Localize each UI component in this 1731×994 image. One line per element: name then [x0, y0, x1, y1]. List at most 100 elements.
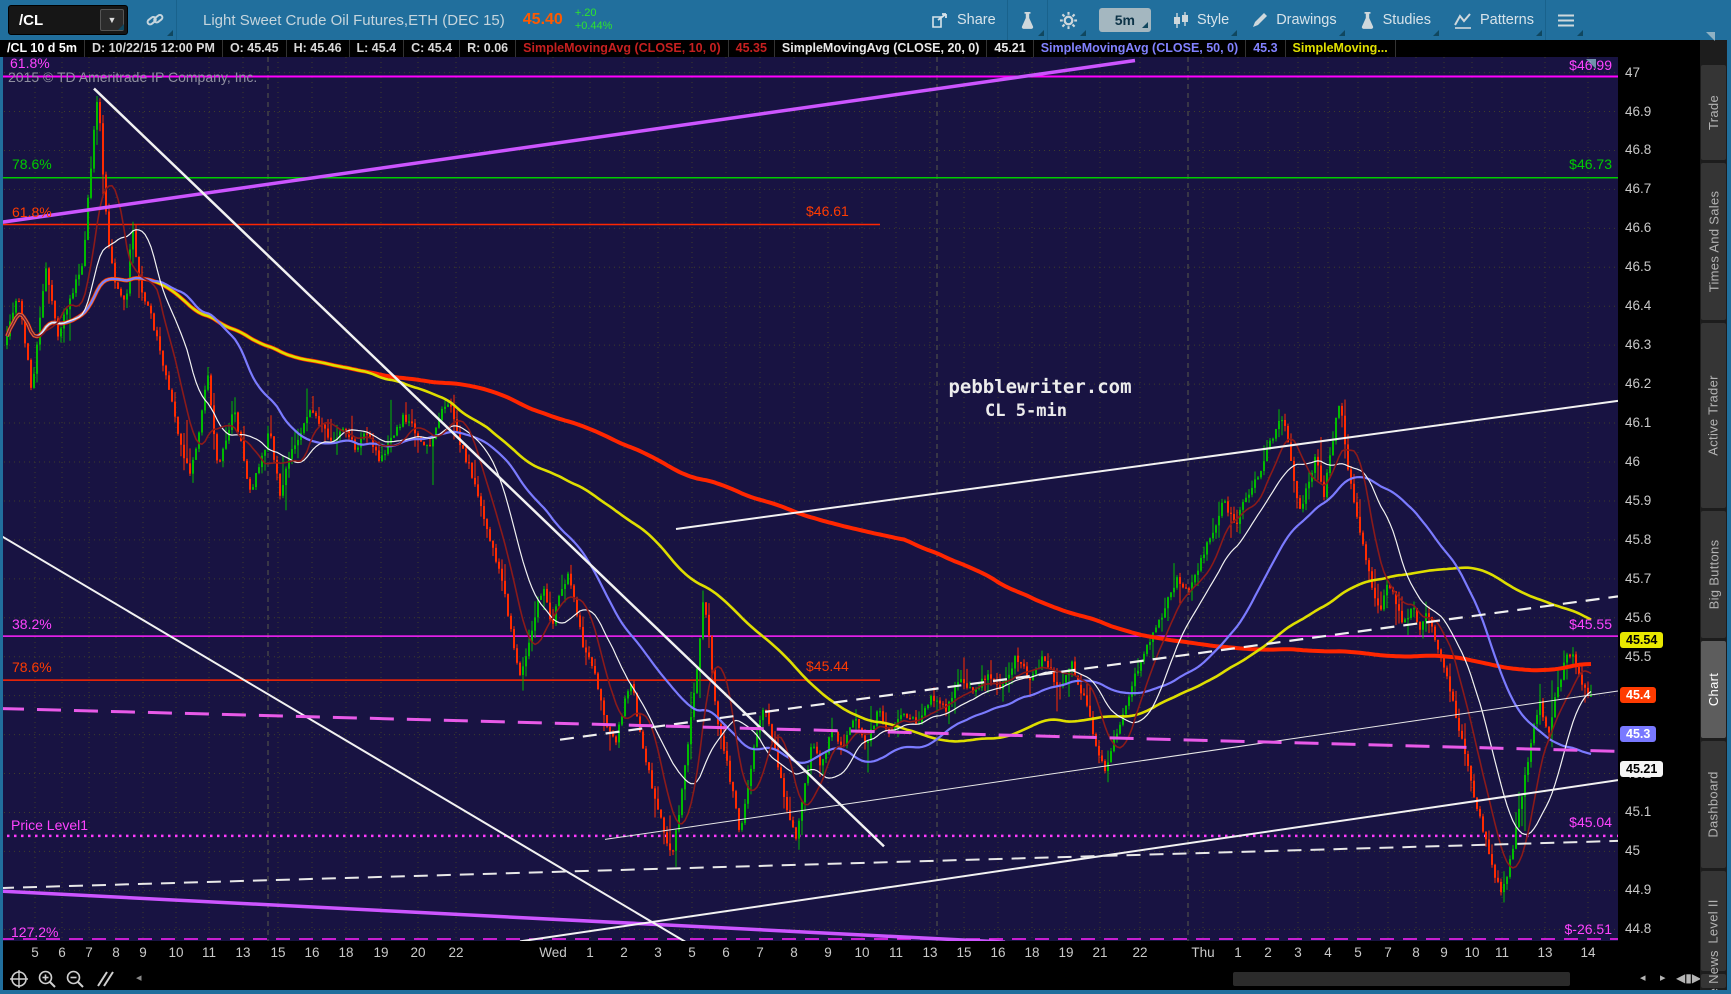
- time-tick-label: 13: [922, 945, 938, 960]
- pencil-icon: [1251, 11, 1269, 29]
- expand-sidebar-icon[interactable]: [1706, 32, 1715, 41]
- sidebar-tab-live-news[interactable]: Live News: [1701, 950, 1726, 994]
- studies-label: Studies: [1382, 12, 1431, 28]
- sidebar-tab-chart[interactable]: Chart: [1701, 641, 1726, 738]
- time-tick-label: 8: [112, 945, 120, 960]
- collapse-chart-icon[interactable]: [1586, 59, 1596, 69]
- status-segment: SimpleMovingAvg (CLOSE, 10, 0): [516, 40, 729, 57]
- time-tick-label: 8: [790, 945, 798, 960]
- time-tick-label: 15: [270, 945, 286, 960]
- zoom-out-icon: [66, 970, 84, 988]
- sidebar-tab-times-and-sales[interactable]: Times And Sales: [1701, 163, 1726, 320]
- price-axis[interactable]: 47 46.9 46.8 46.7 46.6 46.5 46.4 46.3 46.2 46.1 46…: [1618, 57, 1700, 968]
- analyze-button[interactable]: [1008, 0, 1047, 40]
- chart-area[interactable]: 61.8% 78.6% 61.8% 38.2% 78.6% Price Level1 127…: [0, 55, 1618, 941]
- time-tick-label: 14: [1580, 945, 1596, 960]
- menu-button[interactable]: [1546, 0, 1586, 40]
- price-bubble: 45.3: [1620, 725, 1657, 742]
- zoom-out-button[interactable]: [62, 968, 88, 990]
- time-tick-label: Thu: [1191, 945, 1215, 960]
- time-tick-label: 1: [1234, 945, 1242, 960]
- price-tick-label: 46.9: [1625, 103, 1652, 119]
- time-axis[interactable]: 5 6 7 8 9 10 11 13 15 16 18 19 20 22 Wed 1 2 3 5 6 7 8 9 10 11 13…: [0, 941, 1618, 968]
- time-tick-label: 10: [854, 945, 870, 960]
- price-tick-label: 46.1: [1625, 415, 1652, 431]
- drawings-label: Drawings: [1276, 12, 1337, 28]
- time-tick-label: 1: [586, 945, 594, 960]
- price-tick-label: 45.7: [1625, 570, 1652, 586]
- price-chart[interactable]: [0, 57, 1618, 941]
- zoom-in-button[interactable]: [34, 968, 60, 990]
- time-tick-label: 4: [1324, 945, 1332, 960]
- top-toolbar: /CL ▼ Light Sweet Crude Oil Futures,ETH …: [0, 0, 1731, 40]
- sidebar-tab-active-trader[interactable]: Active Trader: [1701, 323, 1726, 508]
- time-tick-label: 7: [1384, 945, 1392, 960]
- share-icon: [931, 12, 950, 29]
- toolbar-separator: [176, 0, 177, 40]
- status-segment: 45.35: [729, 40, 775, 57]
- parallel-lines-icon: [97, 971, 114, 987]
- status-segment: C: 45.4: [404, 40, 461, 57]
- drawing-tool-button[interactable]: [92, 968, 118, 990]
- sidebar-tab-label: Chart: [1706, 672, 1722, 707]
- patterns-label: Patterns: [1480, 12, 1534, 28]
- status-segment: SimpleMovingAvg (CLOSE, 50, 0): [1034, 40, 1247, 57]
- chain-link-icon: [145, 10, 165, 30]
- studies-button[interactable]: Studies: [1348, 0, 1442, 40]
- sidebar-tab-label: Level II: [1706, 898, 1722, 944]
- toolbar-separator: [1006, 0, 1008, 40]
- time-tick-label: 19: [1058, 945, 1074, 960]
- interval-button[interactable]: 5m: [1098, 8, 1151, 32]
- fib-levels-layer[interactable]: [0, 75, 1618, 940]
- link-button[interactable]: [134, 0, 176, 40]
- trendlines-layer[interactable]: [0, 58, 1618, 941]
- sidebar-tab-label: Live News: [1706, 949, 1722, 994]
- status-segment: R: 0.06: [460, 40, 517, 57]
- last-price: 45.40: [522, 11, 563, 28]
- settings-button[interactable]: [1048, 0, 1089, 40]
- style-button[interactable]: Style: [1161, 0, 1240, 40]
- status-segment: D: 10/22/15 12:00 PM: [85, 40, 223, 57]
- autoscroll-button[interactable]: ◀▮▶: [1676, 971, 1702, 985]
- status-segment: 45.21: [987, 40, 1034, 57]
- interval-label: 5m: [1114, 12, 1135, 28]
- scroll-left-button[interactable]: ◂: [1640, 972, 1646, 984]
- sidebar-tab-dashboard[interactable]: Dashboard: [1701, 741, 1726, 868]
- window-border-bottom: [0, 990, 1731, 994]
- symbol-combo[interactable]: /CL ▼: [8, 5, 128, 35]
- flask-icon: [1019, 11, 1036, 30]
- patterns-button[interactable]: Patterns: [1442, 0, 1545, 40]
- time-tick-label: 22: [448, 945, 464, 960]
- toolbar-separator: [1545, 0, 1546, 40]
- share-button[interactable]: Share: [920, 0, 1007, 40]
- time-tick-label: 2: [620, 945, 628, 960]
- scrollbar-thumb[interactable]: [1233, 972, 1570, 986]
- crosshair-button[interactable]: [6, 968, 32, 990]
- sidebar-tab-trade[interactable]: Trade: [1701, 65, 1726, 160]
- change-percent: +0.44%: [574, 20, 613, 32]
- price-tick-label: 46.3: [1625, 337, 1652, 353]
- time-tick-label: 13: [235, 945, 251, 960]
- right-sidebar: Trade Times And Sales Active Trader Big But…: [1700, 32, 1727, 994]
- price-tick-label: 47: [1625, 64, 1641, 80]
- chart-background: [0, 57, 1618, 941]
- price-tick-label: 45.1: [1625, 804, 1652, 820]
- scroll-right-button[interactable]: ▸: [1660, 972, 1666, 984]
- chevron-down-icon[interactable]: ▼: [100, 9, 124, 31]
- sidebar-tab-big-buttons[interactable]: Big Buttons: [1701, 511, 1726, 638]
- share-label: Share: [957, 12, 996, 28]
- price-bubble: 45.54: [1620, 632, 1664, 649]
- sidebar-tab-label: Times And Sales: [1706, 190, 1721, 293]
- change-value: +.20: [574, 7, 597, 19]
- status-segment: SimpleMoving...: [1286, 40, 1396, 57]
- instrument-title: Light Sweet Crude Oil Futures,ETH (DEC 1…: [203, 11, 505, 29]
- zoom-in-icon: [38, 970, 56, 988]
- sidebar-tab-level-ii[interactable]: Level II: [1701, 871, 1726, 971]
- drawings-button[interactable]: Drawings: [1240, 0, 1347, 40]
- style-label: Style: [1196, 12, 1230, 28]
- sidebar-tab-label: Trade: [1706, 95, 1722, 130]
- collapse-tools-icon[interactable]: ◂: [136, 972, 142, 984]
- status-segment: 45.3: [1246, 40, 1286, 57]
- time-tick-label: 22: [1132, 945, 1148, 960]
